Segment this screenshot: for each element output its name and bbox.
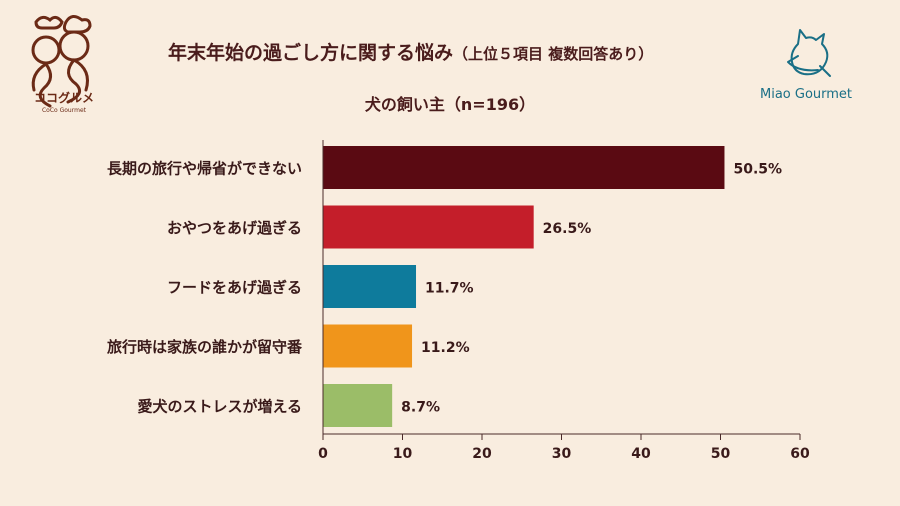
title-note: （上位５項目 複数回答あり） (453, 45, 654, 63)
value-label-2: 26.5% (543, 221, 592, 237)
bar-1 (323, 146, 725, 189)
category-label-5: 愛犬のストレスが増える (137, 398, 302, 416)
bar-4 (323, 324, 413, 368)
chart-title: 年末年始の過ごし方に関する悩み（上位５項目 複数回答あり） (168, 42, 654, 64)
x-tick-label-40: 40 (631, 446, 651, 462)
x-tick-label-60: 60 (790, 446, 810, 462)
x-tick-label-50: 50 (711, 446, 731, 462)
category-label-4: 旅行時は家族の誰かが留守番 (107, 338, 303, 356)
x-tick-label-20: 20 (472, 446, 492, 462)
x-tick-label-0: 0 (318, 446, 328, 462)
brand-left-sub: CoCo Gourmet (42, 107, 87, 114)
category-label-3: フードをあげ過ぎる (167, 279, 302, 297)
chart-subtitle: 犬の飼い主（n=196） (364, 95, 536, 114)
bar-3 (323, 265, 417, 308)
category-label-2: おやつをあげ過ぎる (167, 219, 302, 237)
brand-right-text: Miao Gourmet (760, 87, 852, 102)
x-tick-label-10: 10 (393, 446, 413, 462)
coco-gourmet-logo: ココグルメ CoCo Gourmet (14, 10, 114, 120)
brand-left-text: ココグルメ (34, 90, 94, 105)
category-label-1: 長期の旅行や帰省ができない (107, 160, 302, 178)
value-label-4: 11.2% (421, 340, 470, 356)
miao-gourmet-logo: Miao Gourmet (760, 20, 890, 110)
value-label-3: 11.7% (425, 281, 474, 297)
value-label-1: 50.5% (733, 162, 782, 178)
bar-5 (323, 384, 393, 427)
bar-2 (323, 205, 534, 249)
value-label-5: 8.7% (401, 400, 440, 416)
x-tick-label-30: 30 (552, 446, 572, 462)
